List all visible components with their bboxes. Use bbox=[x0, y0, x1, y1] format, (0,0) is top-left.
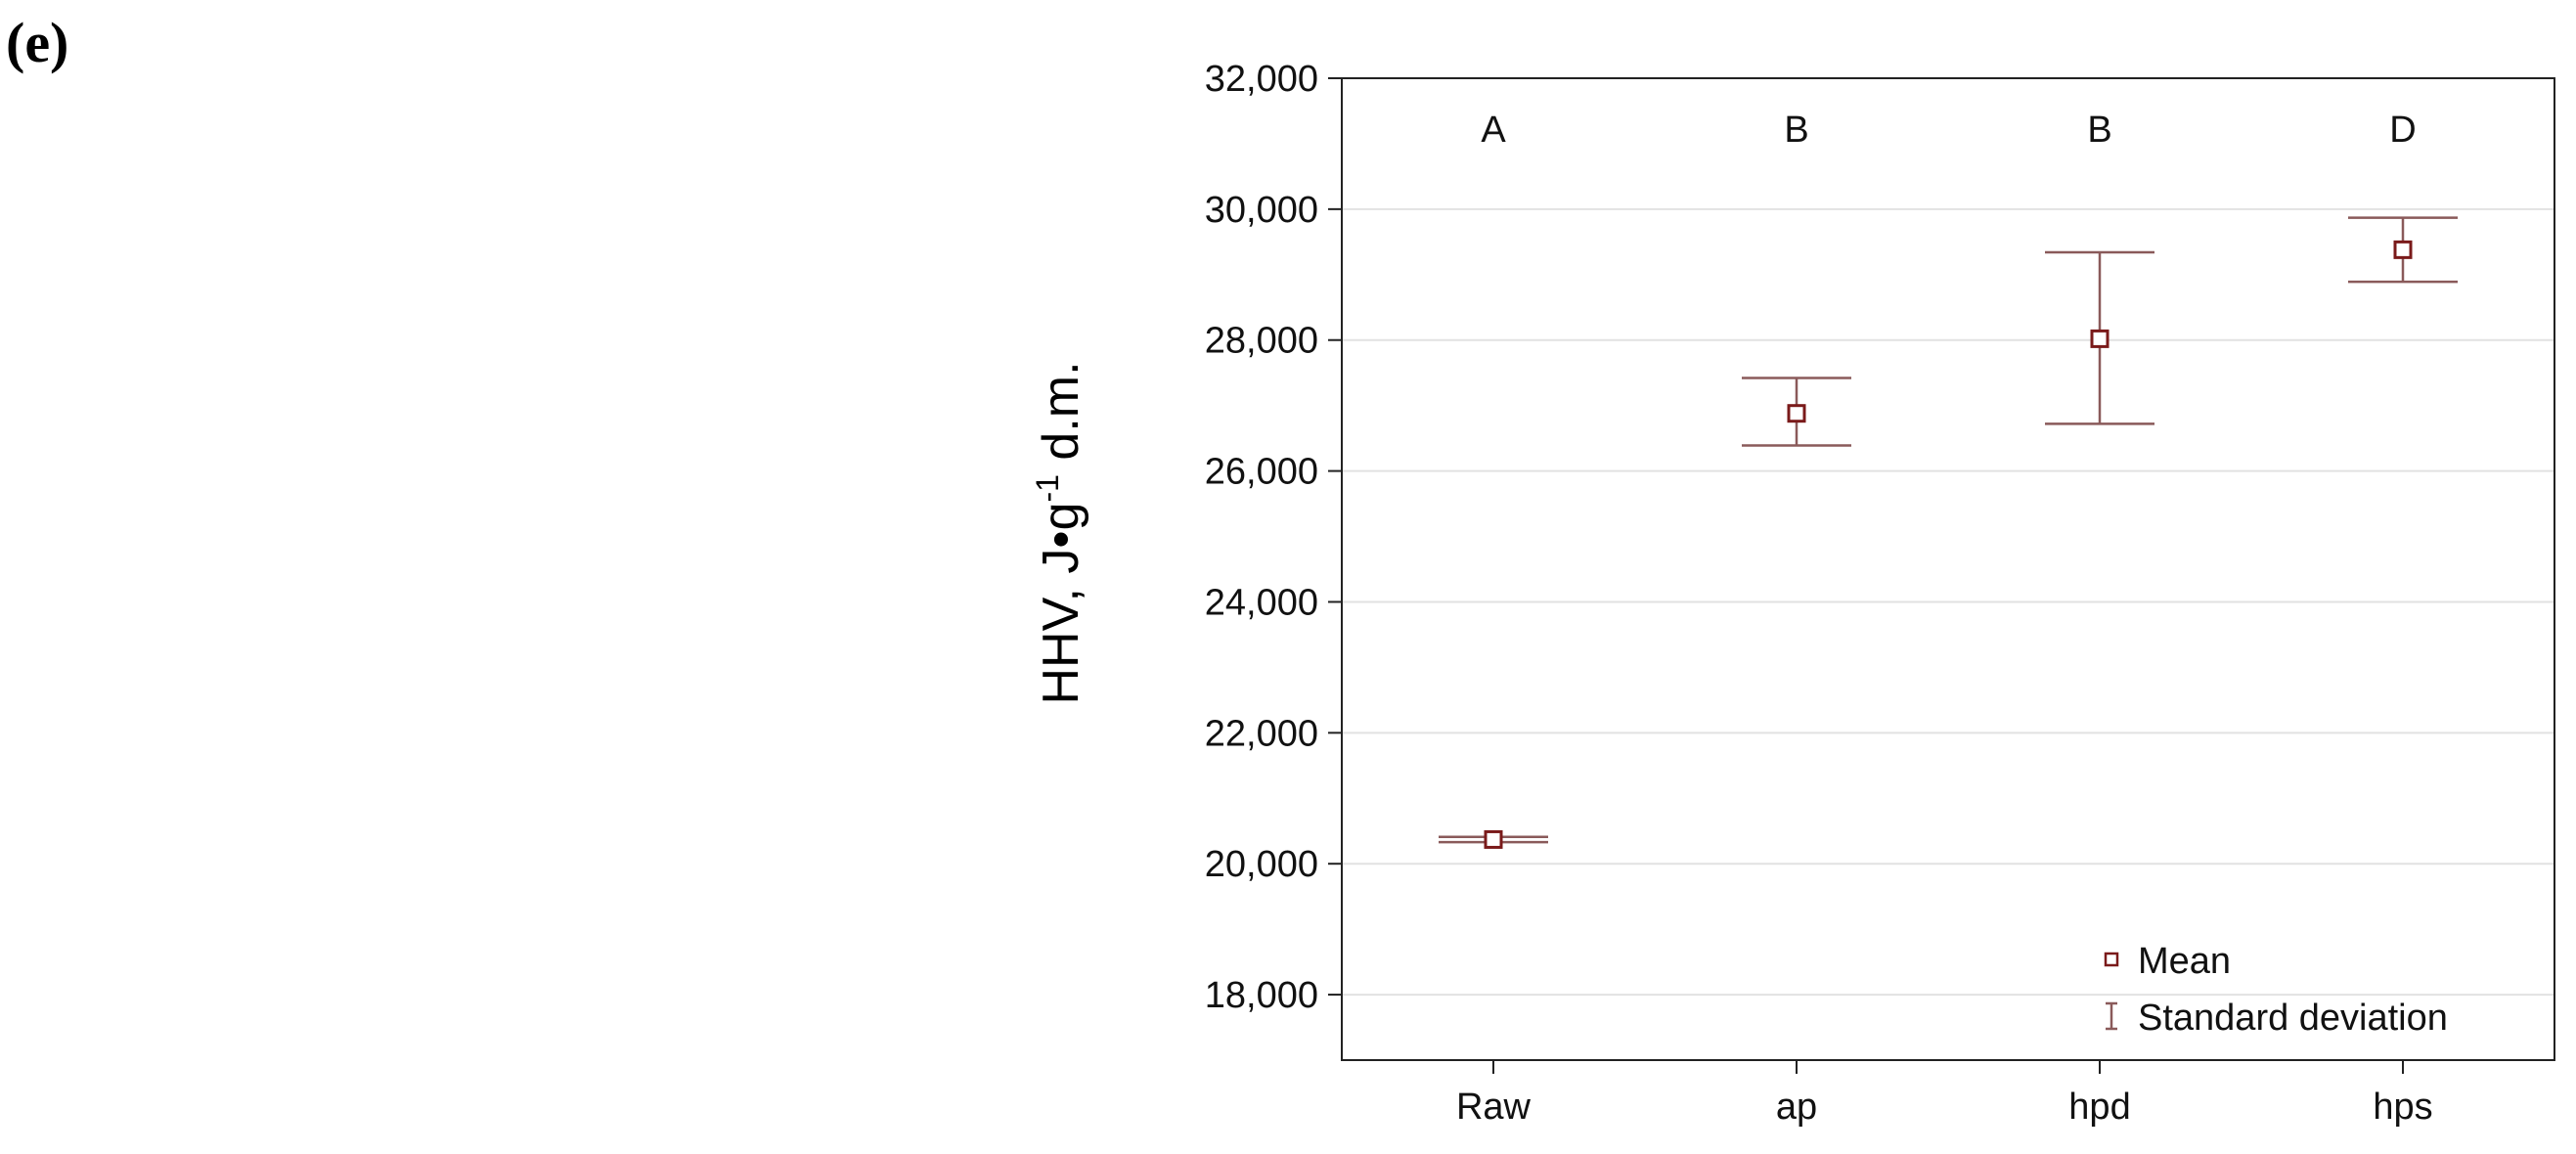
data-point-group bbox=[2348, 216, 2458, 284]
x-tick-label: hps bbox=[2373, 1087, 2432, 1128]
y-tick-label: 22,000 bbox=[1205, 713, 1318, 754]
x-tick-label: hpd bbox=[2068, 1087, 2130, 1128]
grid-lines bbox=[1342, 207, 2554, 997]
y-tick-label: 30,000 bbox=[1205, 190, 1318, 231]
series bbox=[1439, 216, 2458, 849]
data-point-group bbox=[2045, 250, 2154, 425]
mean-marker bbox=[1787, 404, 1806, 423]
y-tick-label: 20,000 bbox=[1205, 844, 1318, 885]
y-tick-label: 26,000 bbox=[1205, 452, 1318, 493]
mean-marker bbox=[1484, 829, 1503, 849]
y-tick-label: 32,000 bbox=[1205, 59, 1318, 100]
legend-mean-label: Mean bbox=[2138, 941, 2231, 982]
legend-mean-icon bbox=[2104, 952, 2119, 967]
group-letter: B bbox=[2087, 110, 2111, 151]
group-letter: D bbox=[2389, 110, 2416, 151]
y-axis-ticks: 18,000 20,000 22,000 24,000 26,000 28,000 30,0… bbox=[1205, 59, 1342, 1016]
group-letter: A bbox=[1481, 110, 1506, 151]
data-point-group bbox=[1439, 829, 1548, 849]
y-tick-label: 28,000 bbox=[1205, 321, 1318, 362]
group-letter: B bbox=[1784, 110, 1808, 151]
panel-label: (e) bbox=[6, 11, 69, 74]
x-tick-label: ap bbox=[1776, 1087, 1817, 1128]
y-tick-label: 18,000 bbox=[1205, 975, 1318, 1016]
mean-marker bbox=[2393, 240, 2413, 259]
legend-sd-label: Standard deviation bbox=[2138, 998, 2448, 1039]
x-axis-ticks: Raw ap hpd hps bbox=[1456, 1060, 2433, 1128]
y-axis-label: HHV, J•g-1 d.m. bbox=[1030, 361, 1089, 704]
x-tick-label: Raw bbox=[1456, 1087, 1532, 1128]
legend: Mean Standard deviation bbox=[2104, 941, 2448, 1039]
plot-frame bbox=[1341, 77, 2555, 1061]
mean-marker bbox=[2090, 329, 2110, 348]
y-tick-label: 24,000 bbox=[1205, 582, 1318, 623]
data-point-group bbox=[1742, 377, 1851, 447]
